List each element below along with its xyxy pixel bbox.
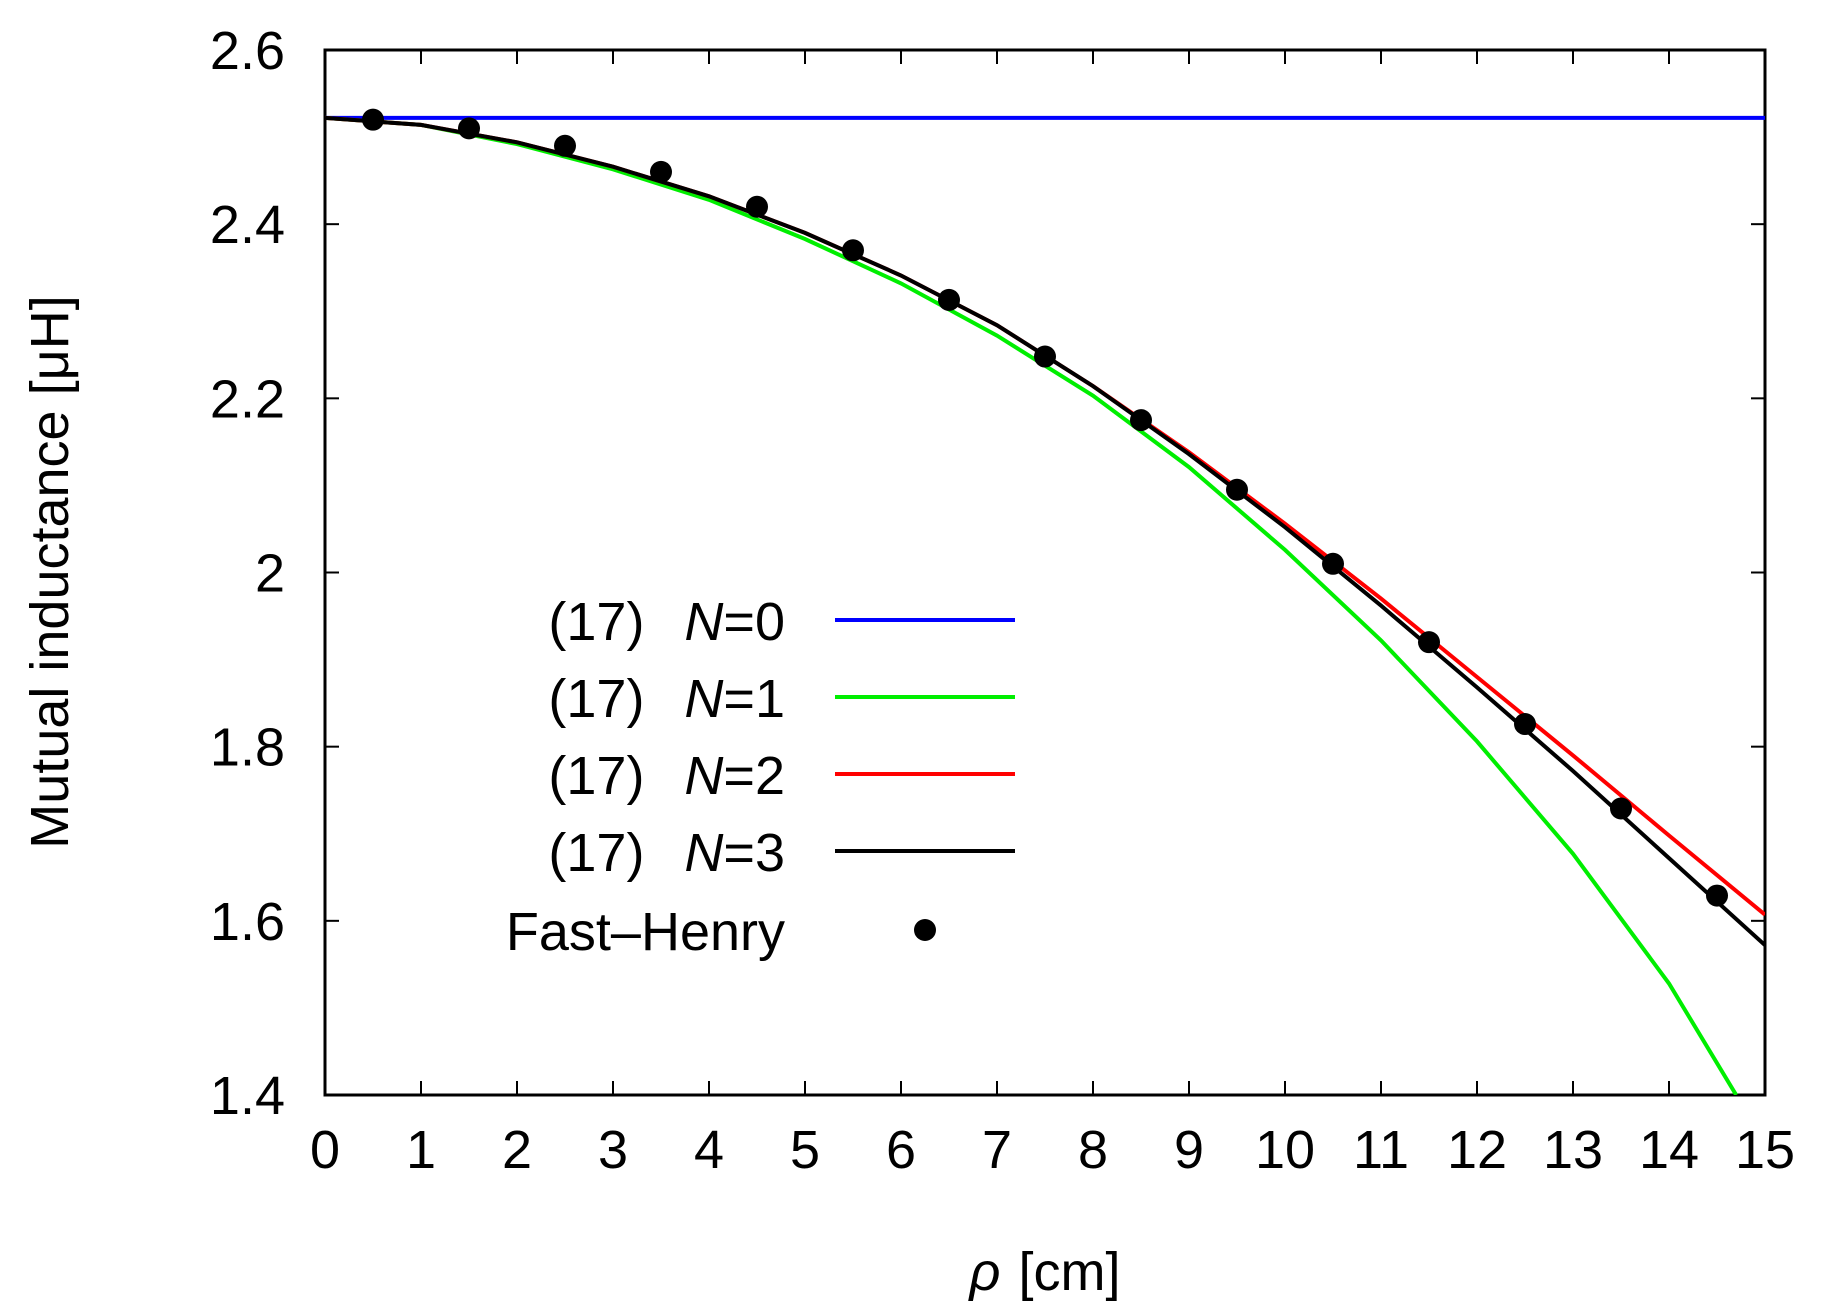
x-tick-label: 0 [310, 1120, 340, 1180]
legend-label-prefix: (17) [548, 592, 644, 652]
legend-label: (17) N=2 [548, 746, 785, 806]
legend-label-prefix: (17) [548, 823, 644, 883]
fast-henry-point [554, 134, 576, 157]
fast-henry-point [1034, 345, 1056, 368]
y-axis-label: Mutual inductance [μH] [20, 295, 80, 848]
legend-label: (17) N=0 [548, 592, 785, 652]
x-tick-label: 15 [1735, 1120, 1795, 1180]
y-tick-label: 2.4 [210, 195, 285, 255]
legend-label: (17) N=1 [548, 669, 785, 729]
legend-swatch-point [914, 919, 936, 941]
x-tick-label: 6 [886, 1120, 916, 1180]
series-line-n3 [325, 115, 1765, 947]
y-tick-label: 1.8 [210, 718, 285, 778]
plot-area: 0 1 2 3 4 5 6 7 8 9 10 11 12 13 14 15 1.41.61.822.22.42… [210, 21, 1795, 1180]
fast-henry-point [1418, 631, 1440, 654]
legend-label-var: N [684, 823, 724, 883]
x-tick-label: 12 [1447, 1120, 1507, 1180]
x-tick-label: 11 [1353, 1120, 1409, 1180]
legend-label-prefix: (17) [548, 669, 644, 729]
x-tick-label: 9 [1174, 1120, 1204, 1180]
legend-label-value: =0 [723, 592, 785, 652]
fast-henry-point [650, 160, 672, 183]
x-tick-label: 4 [694, 1120, 724, 1180]
y-tick-label: 1.6 [210, 892, 285, 952]
fast-henry-point [842, 239, 864, 262]
fast-henry-point [1514, 713, 1536, 736]
x-tick-label: 8 [1078, 1120, 1108, 1180]
x-tick-label: 2 [502, 1120, 532, 1180]
legend-label-value: =1 [723, 669, 785, 729]
y-tick-label: 2.6 [210, 21, 285, 81]
fast-henry-point [938, 288, 960, 311]
x-tick-label: 7 [982, 1120, 1012, 1180]
legend-label-var: N [684, 669, 724, 729]
x-axis-symbol: ρ [968, 1242, 1001, 1302]
legend-label-var: N [684, 592, 724, 652]
fast-henry-point [1322, 552, 1344, 575]
series-layer [325, 108, 1765, 1095]
x-tick-label: 14 [1639, 1120, 1699, 1180]
series-line-n2 [325, 115, 1765, 917]
fast-henry-point [1226, 478, 1248, 501]
y-tick-label: 2.2 [210, 369, 285, 429]
x-tick-label: 3 [598, 1120, 628, 1180]
legend-label-value: =3 [723, 823, 785, 883]
x-axis-ticks: 0 1 2 3 4 5 6 7 8 9 10 11 12 13 14 15 [310, 50, 1795, 1180]
fast-henry-point [1610, 797, 1632, 820]
legend-label-value: =2 [723, 746, 785, 806]
x-axis-label: ρ [cm] [968, 1242, 1121, 1302]
legend-label: Fast–Henry [506, 902, 785, 962]
x-tick-label: 13 [1543, 1120, 1603, 1180]
fast-henry-point [458, 117, 480, 140]
fast-henry-point [1706, 884, 1728, 907]
y-tick-label: 1.4 [210, 1066, 285, 1126]
y-axis-ticks: 1.4 1.6 1.8 2 2.2 2.4 2.6 [210, 21, 1765, 1126]
fast-henry-point [1130, 409, 1152, 432]
x-axis-unit: [cm] [1018, 1242, 1120, 1302]
y-tick-label: 2 [255, 544, 285, 604]
fast-henry-point [746, 195, 768, 218]
legend-label-var: N [684, 746, 724, 806]
x-tick-label: 10 [1255, 1120, 1315, 1180]
legend-label-prefix: (17) [548, 746, 644, 806]
x-tick-label: 5 [790, 1120, 820, 1180]
x-tick-label: 1 [406, 1120, 436, 1180]
fast-henry-point [362, 108, 384, 131]
legend-label: (17) N=3 [548, 823, 785, 883]
